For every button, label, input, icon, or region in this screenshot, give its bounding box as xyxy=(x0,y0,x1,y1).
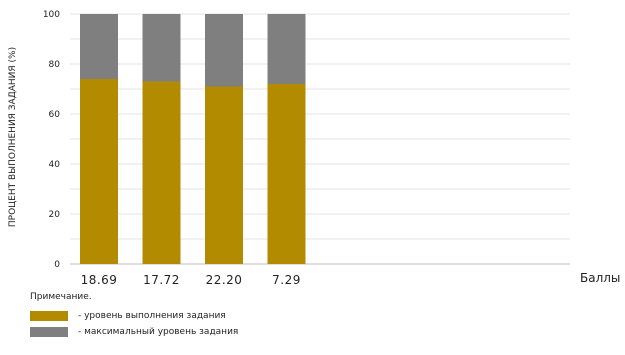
y-tick-label: 60 xyxy=(49,110,61,120)
legend-swatch-completion xyxy=(30,311,68,321)
legend-label-maximum: - максимальный уровень задания xyxy=(78,327,239,337)
bar-maximum xyxy=(142,14,181,82)
y-tick-label: 40 xyxy=(49,160,61,170)
legend-item-maximum: - максимальный уровень задания xyxy=(30,326,238,338)
bar-completion xyxy=(80,79,118,264)
bar-completion xyxy=(142,81,181,264)
x-tick-label: 17.72 xyxy=(143,273,180,287)
bar-maximum xyxy=(205,14,243,87)
bar-maximum xyxy=(267,14,306,84)
x-tick-label: 22.20 xyxy=(206,273,243,287)
bar-completion xyxy=(267,84,306,264)
y-tick-label: 100 xyxy=(43,10,60,20)
x-tick-label: 18.69 xyxy=(81,273,118,287)
legend-item-completion: - уровень выполнения задания xyxy=(30,310,226,322)
legend-label-completion: - уровень выполнения задания xyxy=(78,311,226,321)
y-tick-label: 0 xyxy=(54,260,60,270)
x-tick-label: 7.29 xyxy=(272,273,301,287)
legend-title: Примечание. xyxy=(30,292,92,302)
x-axis-label: Баллы xyxy=(580,271,621,285)
bar-completion xyxy=(205,86,243,264)
legend-swatch-maximum xyxy=(30,327,68,337)
y-axis-label: ПРОЦЕНТ ВЫПОЛНЕНИЯ ЗАДАНИЯ (%) xyxy=(8,46,18,228)
y-tick-label: 20 xyxy=(49,210,61,220)
y-tick-label: 80 xyxy=(49,60,61,70)
chart-area: 0 20 40 60 80 100 18.69 17.72 22.20 7.29 xyxy=(43,10,570,287)
bar-maximum xyxy=(80,14,118,79)
